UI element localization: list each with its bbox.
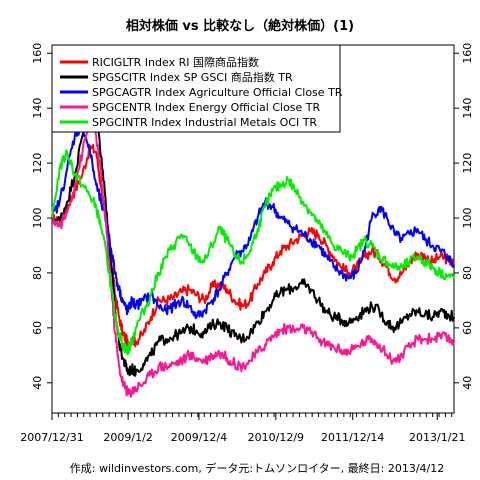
series-lines: [51, 101, 455, 398]
x-tick-label: 2009/1/2: [103, 431, 152, 444]
legend-label-3: SPGCAGTR Index Agriculture Official Clos…: [92, 86, 343, 99]
y-tick-label-right: 40: [461, 376, 474, 390]
y-tick-label-left: 80: [31, 266, 44, 280]
y-tick-label-left: 100: [31, 208, 44, 229]
y-tick-label-right: 140: [461, 98, 474, 119]
y-tick-label-right: 160: [461, 43, 474, 64]
y-axis-right: 40 60 80 100 120 140 160: [454, 43, 474, 390]
x-tick-label: 2010/12/9: [248, 431, 304, 444]
legend-label-5: SPGCINTR Index Industrial Metals OCI TR: [92, 116, 317, 129]
series-line-1: [51, 143, 455, 350]
legend-label-1: RICIGLTR Index RI 国際商品指数: [92, 55, 259, 69]
series-line-5: [51, 149, 455, 356]
y-tick-label-left: 160: [31, 43, 44, 64]
y-tick-label-right: 80: [461, 266, 474, 280]
x-axis: 2007/12/31 2009/1/2 2009/12/4 2010/12/9 2011…: [20, 413, 465, 444]
legend-box: [51, 44, 341, 133]
y-tick-label-right: 60: [461, 321, 474, 335]
x-tick-label: 2007/12/31: [20, 431, 83, 444]
legend-label-2: SPGSCITR Index SP GSCI 商品指数 TR: [92, 70, 293, 84]
x-tick-label: 2011/12/14: [321, 431, 384, 444]
y-tick-label-left: 140: [31, 98, 44, 119]
y-tick-label-left: 60: [31, 321, 44, 335]
legend-label-4: SPGCENTR Index Energy Official Close TR: [92, 101, 321, 114]
x-tick-label: 2009/12/4: [171, 431, 227, 444]
y-tick-label-right: 100: [461, 208, 474, 229]
series-line-2: [51, 101, 455, 377]
chart-title: 相対株価 vs 比較なし（絶対株価）(1): [126, 18, 354, 34]
y-axis-left: 40 60 80 100 120 140 160: [31, 43, 52, 390]
y-tick-label-right: 120: [461, 153, 474, 174]
source-note: 作成: wildinvestors.com, データ元:トムソンロイター, 最終…: [70, 461, 444, 475]
y-tick-label-left: 120: [31, 153, 44, 174]
y-tick-label-left: 40: [31, 376, 44, 390]
x-tick-label: 2013/1/21: [409, 431, 465, 444]
